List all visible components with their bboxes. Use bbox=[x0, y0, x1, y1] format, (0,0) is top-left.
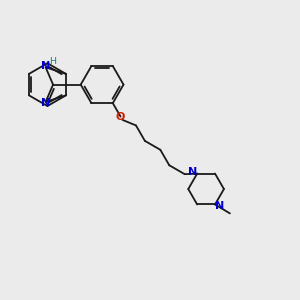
Text: N: N bbox=[41, 98, 51, 108]
Text: N: N bbox=[41, 61, 51, 71]
Text: H: H bbox=[49, 57, 56, 66]
Text: N: N bbox=[215, 201, 225, 211]
Text: N: N bbox=[188, 167, 197, 177]
Text: O: O bbox=[116, 112, 125, 122]
